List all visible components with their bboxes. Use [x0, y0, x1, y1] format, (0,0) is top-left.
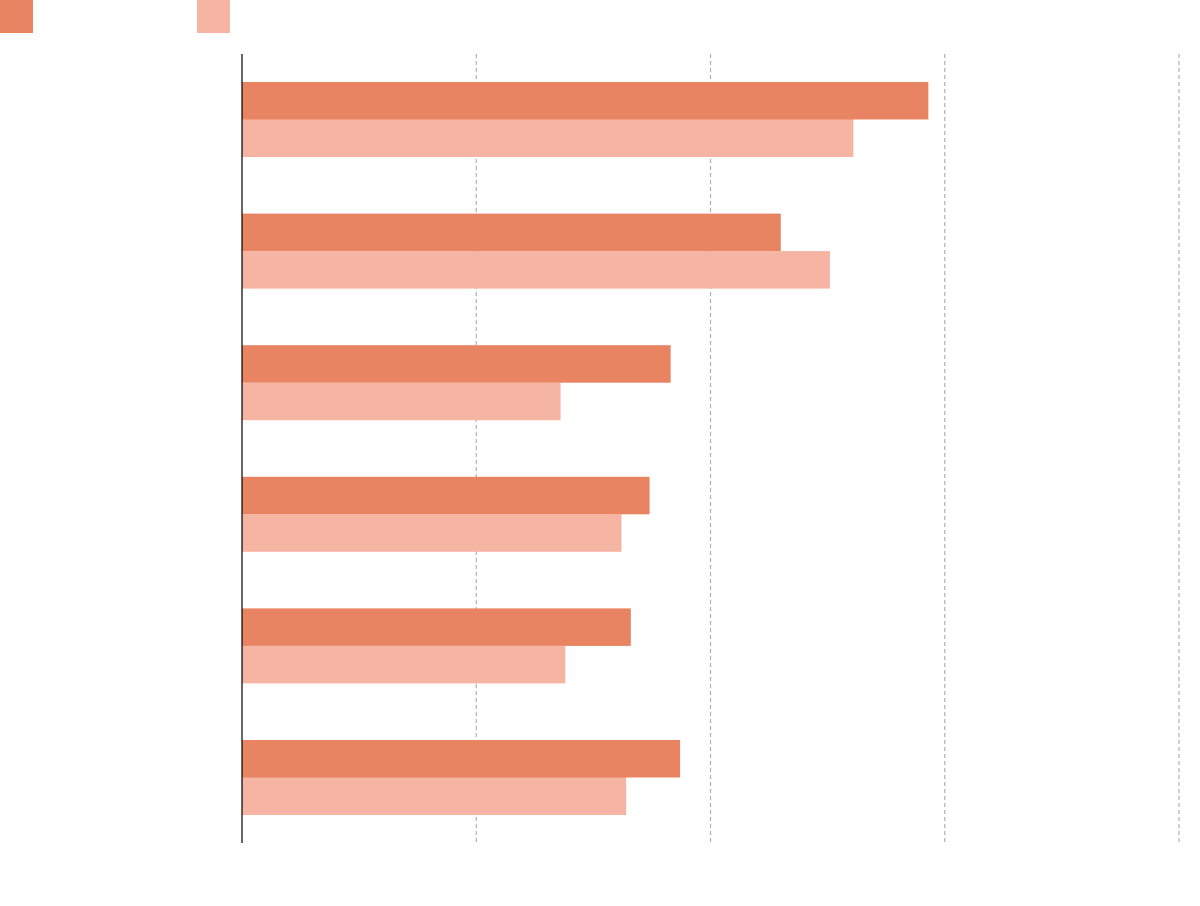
bar-series2-row6 [242, 777, 627, 815]
bar-series2-row2 [242, 251, 830, 289]
bars [242, 82, 929, 815]
bar-series1-row3 [242, 345, 671, 383]
legend [0, 0, 230, 33]
legend-swatch-series1 [0, 0, 33, 33]
bar-series1-row2 [242, 213, 781, 252]
bar-series2-row5 [242, 645, 566, 684]
bar-series2-row3 [242, 382, 561, 421]
bar-series2-row4 [242, 514, 622, 552]
gridlines [475, 54, 1180, 843]
legend-swatch-series2 [197, 0, 230, 33]
bar-series2-row1 [242, 119, 854, 157]
bar-series1-row5 [242, 608, 631, 646]
bar-series1-row6 [242, 740, 681, 778]
bar-series1-row1 [242, 82, 929, 120]
bar-series1-row4 [242, 476, 650, 515]
